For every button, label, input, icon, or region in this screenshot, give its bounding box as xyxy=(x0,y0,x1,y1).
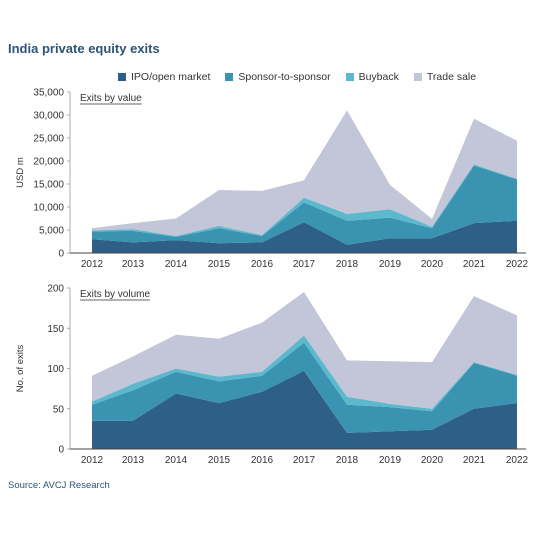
source-note: Source: AVCJ Research xyxy=(8,480,110,491)
c1-subtitle: Exits by volume xyxy=(80,289,150,300)
legend-swatch-trade-sale xyxy=(413,73,422,81)
legend-label-buyback: Buyback xyxy=(358,71,399,83)
c0-x-tick-label: 2015 xyxy=(208,259,231,270)
c0-x-tick-label: 2012 xyxy=(81,259,104,270)
c0-subtitle: Exits by value xyxy=(80,93,142,104)
legend-label-trade-sale: Trade sale xyxy=(426,71,477,83)
c0-y-tick-label: 35,000 xyxy=(33,88,64,99)
c1-x-tick-label: 2012 xyxy=(81,455,104,466)
c1-area-ipo-open-market xyxy=(92,370,517,449)
c0-x-tick-label: 2017 xyxy=(293,259,316,270)
legend-item-sponsor: Sponsor-to-sponsor xyxy=(225,71,331,83)
legend-swatch-sponsor xyxy=(225,73,234,81)
c1-x-tick-label: 2022 xyxy=(506,455,529,466)
legend-swatch-buyback xyxy=(345,73,354,81)
c0-y-tick-label: 15,000 xyxy=(33,180,64,191)
c0-x-tick-label: 2022 xyxy=(506,259,529,270)
c1-area-trade-sale xyxy=(92,292,517,409)
c0-y-tick-label: 0 xyxy=(58,249,64,260)
c1-x-tick-label: 2013 xyxy=(122,455,145,466)
legend: IPO/open market Sponsor-to-sponsor Buyba… xyxy=(118,71,491,83)
c0-area-sponsor-to-sponsor xyxy=(92,165,517,245)
c0-area-buyback xyxy=(92,164,517,237)
legend-swatch-ipo xyxy=(118,73,126,81)
c0-x-tick-label: 2020 xyxy=(421,259,444,270)
c1-x-tick-label: 2014 xyxy=(165,455,188,466)
c1-area-sponsor-to-sponsor xyxy=(92,342,517,433)
c0-y-tick-label: 5,000 xyxy=(39,226,64,237)
c0-x-tick-label: 2018 xyxy=(336,259,359,270)
c0-y-tick-label: 20,000 xyxy=(33,157,64,168)
c0-x-tick-label: 2013 xyxy=(122,259,145,270)
c0-y-axis-label: USD m xyxy=(15,157,26,188)
c1-x-tick-label: 2015 xyxy=(208,455,231,466)
legend-label-ipo: IPO/open market xyxy=(131,71,211,83)
c1-x-tick-label: 2020 xyxy=(421,455,444,466)
c1-x-tick-label: 2017 xyxy=(293,455,316,466)
c0-x-tick-label: 2016 xyxy=(251,259,274,270)
c1-y-tick-label: 0 xyxy=(58,445,64,456)
c0-area-trade-sale xyxy=(92,110,517,236)
c1-x-tick-label: 2021 xyxy=(463,455,486,466)
c1-y-tick-label: 150 xyxy=(47,324,64,335)
c0-x-tick-label: 2014 xyxy=(165,259,188,270)
legend-item-ipo: IPO/open market xyxy=(118,71,210,83)
legend-item-buyback: Buyback xyxy=(345,71,399,83)
c1-y-tick-label: 50 xyxy=(53,404,65,415)
c1-y-tick-label: 100 xyxy=(47,364,64,375)
c1-x-tick-label: 2016 xyxy=(251,455,274,466)
c1-y-tick-label: 200 xyxy=(47,284,64,295)
c1-x-tick-label: 2019 xyxy=(379,455,402,466)
c0-y-tick-label: 10,000 xyxy=(33,203,64,214)
c1-y-axis-label: No. of exits xyxy=(15,344,26,392)
c0-x-tick-label: 2019 xyxy=(379,259,402,270)
c0-y-tick-label: 30,000 xyxy=(33,111,64,122)
legend-item-trade-sale: Trade sale xyxy=(413,71,477,83)
c0-x-tick-label: 2021 xyxy=(463,259,486,270)
chart-title: India private equity exits xyxy=(8,41,160,56)
c0-y-tick-label: 25,000 xyxy=(33,134,64,145)
c0-area-ipo-open-market xyxy=(92,220,517,253)
legend-label-sponsor: Sponsor-to-sponsor xyxy=(238,71,331,83)
c1-x-tick-label: 2018 xyxy=(336,455,359,466)
